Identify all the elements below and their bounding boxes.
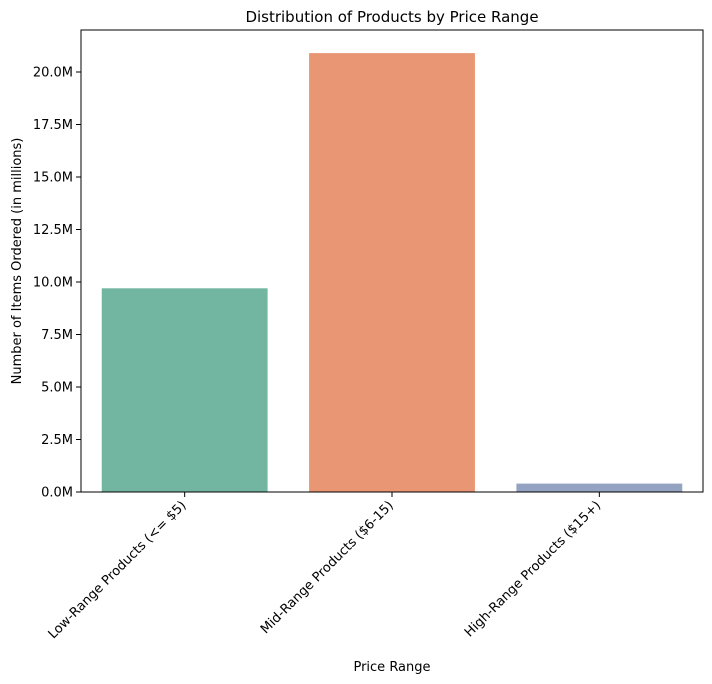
x-tick-label: Mid-Range Products ($6-15) [258, 498, 397, 637]
y-axis-title: Number of Items Ordered (in millions) [10, 138, 25, 385]
y-tick-label: 10.0M [33, 276, 73, 291]
y-tick-label: 17.5M [33, 118, 73, 133]
y-tick-label: 20.0M [33, 66, 73, 81]
y-tick-label: 0.0M [41, 486, 73, 501]
x-tick-label: Low-Range Products (<= $5) [46, 498, 190, 642]
y-tick-label: 15.0M [33, 171, 73, 186]
bars-group [101, 53, 683, 492]
x-axis-title: Price Range [353, 660, 430, 675]
y-axis: 0.0M 2.5M 5.0M 7.5M 10.0M 12.5M 15.0M 17.5M 20.0… [33, 66, 81, 501]
chart-title: Distribution of Products by Price Range [245, 8, 538, 26]
y-tick-label: 7.5M [41, 328, 73, 343]
bar-1 [101, 288, 268, 492]
x-tick-label: High-Range Products ($15+) [462, 498, 604, 640]
bar-2 [309, 53, 475, 492]
y-tick-label: 2.5M [41, 433, 73, 448]
bar-3 [516, 483, 683, 492]
y-tick-label: 12.5M [33, 223, 73, 238]
y-tick-label: 5.0M [41, 381, 73, 396]
x-axis: Low-Range Products (<= $5) Mid-Range Prod… [46, 492, 604, 642]
plot-frame [80, 29, 704, 493]
